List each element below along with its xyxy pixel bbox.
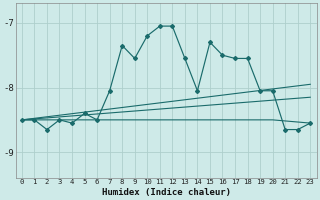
X-axis label: Humidex (Indice chaleur): Humidex (Indice chaleur) bbox=[101, 188, 231, 197]
